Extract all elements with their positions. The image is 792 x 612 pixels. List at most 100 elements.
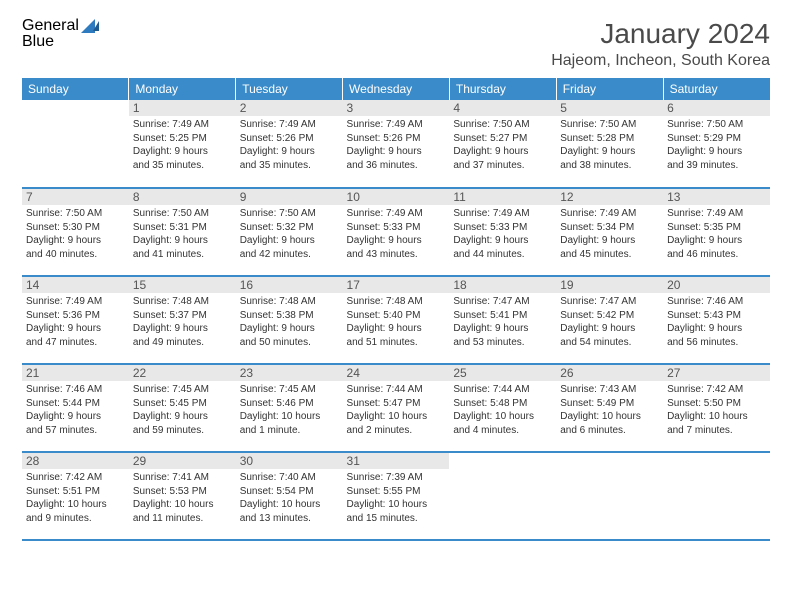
calendar-cell: 7 Sunrise: 7:50 AMSunset: 5:30 PMDaylight… bbox=[22, 188, 129, 276]
calendar-cell: 4Sunrise: 7:50 AMSunset: 5:27 PMDaylight… bbox=[449, 100, 556, 188]
day-number: 19 bbox=[556, 277, 663, 293]
calendar-cell: 11Sunrise: 7:49 AMSunset: 5:33 PMDayligh… bbox=[449, 188, 556, 276]
logo-text-general: General bbox=[22, 18, 79, 34]
calendar-cell: 13 Sunrise: 7:49 AMSunset: 5:35 PMDayligh… bbox=[663, 188, 770, 276]
month-title: January 2024 bbox=[551, 18, 770, 50]
logo: General Blue bbox=[22, 18, 99, 50]
day-details: Sunrise: 7:44 AMSunset: 5:48 PMDaylight:… bbox=[453, 383, 552, 437]
day-number: 10 bbox=[343, 189, 450, 205]
logo-triangle2-icon bbox=[93, 21, 99, 31]
calendar-cell: 6 Sunrise: 7:50 AMSunset: 5:29 PMDaylight… bbox=[663, 100, 770, 188]
day-number: 25 bbox=[449, 365, 556, 381]
calendar-cell: 18 Sunrise: 7:47 AMSunset: 5:41 PMDayligh… bbox=[449, 276, 556, 364]
calendar-cell: 20 Sunrise: 7:46 AMSunset: 5:43 PMDayligh… bbox=[663, 276, 770, 364]
day-details: Sunrise: 7:42 AMSunset: 5:50 PMDaylight:… bbox=[667, 383, 766, 437]
calendar-row: 14Sunrise: 7:49 AMSunset: 5:36 PMDayligh… bbox=[22, 276, 770, 364]
day-number: 6 bbox=[663, 100, 770, 116]
calendar-cell: 9 Sunrise: 7:50 AMSunset: 5:32 PMDaylight… bbox=[236, 188, 343, 276]
day-details: Sunrise: 7:50 AMSunset: 5:30 PMDaylight:… bbox=[26, 207, 125, 261]
day-details: Sunrise: 7:39 AMSunset: 5:55 PMDaylight:… bbox=[347, 471, 446, 525]
day-number: 16 bbox=[236, 277, 343, 293]
day-number: 8 bbox=[129, 189, 236, 205]
calendar-cell bbox=[663, 452, 770, 540]
calendar-row: 21Sunrise: 7:46 AMSunset: 5:44 PMDayligh… bbox=[22, 364, 770, 452]
day-number: 20 bbox=[663, 277, 770, 293]
calendar-cell: 2 Sunrise: 7:49 AMSunset: 5:26 PMDaylight… bbox=[236, 100, 343, 188]
day-details: Sunrise: 7:49 AMSunset: 5:35 PMDaylight:… bbox=[667, 207, 766, 261]
calendar-cell bbox=[22, 100, 129, 188]
day-number: 5 bbox=[556, 100, 663, 116]
calendar-cell: 19Sunrise: 7:47 AMSunset: 5:42 PMDayligh… bbox=[556, 276, 663, 364]
weekday-header: Saturday bbox=[663, 78, 770, 100]
calendar-row: 7 Sunrise: 7:50 AMSunset: 5:30 PMDaylight… bbox=[22, 188, 770, 276]
day-details: Sunrise: 7:49 AMSunset: 5:33 PMDaylight:… bbox=[453, 207, 552, 261]
day-details: Sunrise: 7:49 AMSunset: 5:34 PMDaylight:… bbox=[560, 207, 659, 261]
calendar-cell: 10 Sunrise: 7:49 AMSunset: 5:33 PMDayligh… bbox=[343, 188, 450, 276]
day-details: Sunrise: 7:48 AMSunset: 5:38 PMDaylight:… bbox=[240, 295, 339, 349]
day-number: 12 bbox=[556, 189, 663, 205]
weekday-header: Tuesday bbox=[236, 78, 343, 100]
day-details: Sunrise: 7:43 AMSunset: 5:49 PMDaylight:… bbox=[560, 383, 659, 437]
day-details: Sunrise: 7:46 AMSunset: 5:43 PMDaylight:… bbox=[667, 295, 766, 349]
weekday-row: Sunday Monday Tuesday Wednesday Thursday… bbox=[22, 78, 770, 100]
day-details: Sunrise: 7:50 AMSunset: 5:27 PMDaylight:… bbox=[453, 118, 552, 172]
calendar-row: 28 Sunrise: 7:42 AMSunset: 5:51 PMDayligh… bbox=[22, 452, 770, 540]
day-details: Sunrise: 7:48 AMSunset: 5:40 PMDaylight:… bbox=[347, 295, 446, 349]
day-number: 13 bbox=[663, 189, 770, 205]
day-number: 30 bbox=[236, 453, 343, 469]
calendar-body: 1Sunrise: 7:49 AMSunset: 5:25 PMDaylight… bbox=[22, 100, 770, 540]
calendar-cell: 31 Sunrise: 7:39 AMSunset: 5:55 PMDayligh… bbox=[343, 452, 450, 540]
day-details: Sunrise: 7:46 AMSunset: 5:44 PMDaylight:… bbox=[26, 383, 125, 437]
calendar-cell: 15 Sunrise: 7:48 AMSunset: 5:37 PMDayligh… bbox=[129, 276, 236, 364]
day-details: Sunrise: 7:50 AMSunset: 5:29 PMDaylight:… bbox=[667, 118, 766, 172]
weekday-header: Monday bbox=[129, 78, 236, 100]
calendar-cell: 3 Sunrise: 7:49 AMSunset: 5:26 PMDaylight… bbox=[343, 100, 450, 188]
day-number: 7 bbox=[22, 189, 129, 205]
day-details: Sunrise: 7:49 AMSunset: 5:36 PMDaylight:… bbox=[26, 295, 125, 349]
day-number: 1 bbox=[129, 100, 236, 116]
calendar-cell: 21Sunrise: 7:46 AMSunset: 5:44 PMDayligh… bbox=[22, 364, 129, 452]
day-number: 18 bbox=[449, 277, 556, 293]
day-number: 27 bbox=[663, 365, 770, 381]
day-details: Sunrise: 7:45 AMSunset: 5:45 PMDaylight:… bbox=[133, 383, 232, 437]
calendar-cell: 27 Sunrise: 7:42 AMSunset: 5:50 PMDayligh… bbox=[663, 364, 770, 452]
day-number: 9 bbox=[236, 189, 343, 205]
day-details: Sunrise: 7:50 AMSunset: 5:31 PMDaylight:… bbox=[133, 207, 232, 261]
location: Hajeom, Incheon, South Korea bbox=[551, 52, 770, 70]
calendar-cell: 28 Sunrise: 7:42 AMSunset: 5:51 PMDayligh… bbox=[22, 452, 129, 540]
day-number: 2 bbox=[236, 100, 343, 116]
calendar-row: 1Sunrise: 7:49 AMSunset: 5:25 PMDaylight… bbox=[22, 100, 770, 188]
page: General Blue January 2024 Hajeom, Incheo… bbox=[0, 0, 792, 559]
day-details: Sunrise: 7:47 AMSunset: 5:41 PMDaylight:… bbox=[453, 295, 552, 349]
day-number: 28 bbox=[22, 453, 129, 469]
calendar-cell bbox=[449, 452, 556, 540]
day-number: 31 bbox=[343, 453, 450, 469]
calendar-cell: 22 Sunrise: 7:45 AMSunset: 5:45 PMDayligh… bbox=[129, 364, 236, 452]
title-block: January 2024 Hajeom, Incheon, South Kore… bbox=[551, 18, 770, 70]
calendar-cell: 24Sunrise: 7:44 AMSunset: 5:47 PMDayligh… bbox=[343, 364, 450, 452]
calendar-cell: 8 Sunrise: 7:50 AMSunset: 5:31 PMDaylight… bbox=[129, 188, 236, 276]
weekday-header: Friday bbox=[556, 78, 663, 100]
day-details: Sunrise: 7:49 AMSunset: 5:33 PMDaylight:… bbox=[347, 207, 446, 261]
day-details: Sunrise: 7:49 AMSunset: 5:26 PMDaylight:… bbox=[240, 118, 339, 172]
day-number: 23 bbox=[236, 365, 343, 381]
day-number: 17 bbox=[343, 277, 450, 293]
calendar-cell: 5 Sunrise: 7:50 AMSunset: 5:28 PMDaylight… bbox=[556, 100, 663, 188]
calendar-cell: 1Sunrise: 7:49 AMSunset: 5:25 PMDaylight… bbox=[129, 100, 236, 188]
day-details: Sunrise: 7:41 AMSunset: 5:53 PMDaylight:… bbox=[133, 471, 232, 525]
day-number: 15 bbox=[129, 277, 236, 293]
day-number: 3 bbox=[343, 100, 450, 116]
calendar-cell: 30Sunrise: 7:40 AMSunset: 5:54 PMDayligh… bbox=[236, 452, 343, 540]
weekday-header: Thursday bbox=[449, 78, 556, 100]
weekday-header: Sunday bbox=[22, 78, 129, 100]
day-number: 26 bbox=[556, 365, 663, 381]
day-details: Sunrise: 7:50 AMSunset: 5:32 PMDaylight:… bbox=[240, 207, 339, 261]
day-number: 22 bbox=[129, 365, 236, 381]
calendar-table: Sunday Monday Tuesday Wednesday Thursday… bbox=[22, 78, 770, 541]
day-details: Sunrise: 7:50 AMSunset: 5:28 PMDaylight:… bbox=[560, 118, 659, 172]
logo-text-blue: Blue bbox=[22, 34, 99, 50]
day-details: Sunrise: 7:48 AMSunset: 5:37 PMDaylight:… bbox=[133, 295, 232, 349]
day-details: Sunrise: 7:49 AMSunset: 5:26 PMDaylight:… bbox=[347, 118, 446, 172]
day-details: Sunrise: 7:42 AMSunset: 5:51 PMDaylight:… bbox=[26, 471, 125, 525]
day-details: Sunrise: 7:45 AMSunset: 5:46 PMDaylight:… bbox=[240, 383, 339, 437]
